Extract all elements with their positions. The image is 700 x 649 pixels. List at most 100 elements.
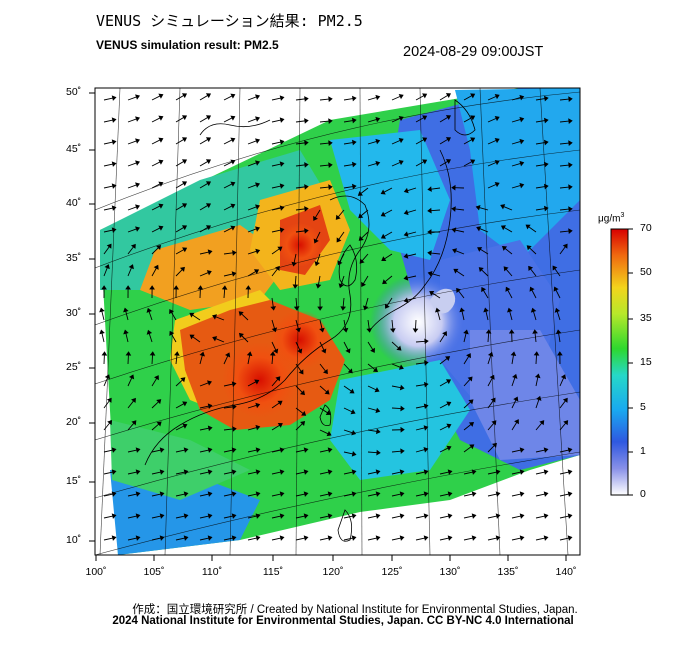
- wind-arrow-head: [399, 491, 405, 497]
- wind-arrow: [127, 118, 137, 123]
- wind-arrow: [103, 267, 108, 277]
- wind-arrow: [559, 471, 569, 475]
- wind-arrow: [175, 493, 185, 497]
- wind-arrow: [367, 515, 377, 519]
- wind-arrow-head: [385, 303, 390, 309]
- wind-arrow-head: [205, 159, 212, 165]
- wind-arrow: [481, 269, 489, 277]
- wind-arrow-head: [205, 181, 212, 187]
- wind-arrow-head: [327, 535, 333, 541]
- wind-arrow: [439, 381, 448, 387]
- wind-arrow: [343, 471, 353, 475]
- wind-arrow: [247, 471, 257, 475]
- wind-arrow-head: [205, 203, 212, 209]
- wind-arrow: [199, 471, 209, 475]
- wind-arrow-head: [508, 329, 515, 334]
- wind-arrow: [535, 515, 545, 519]
- lon-label-135: 135˚: [497, 566, 519, 578]
- wind-arrow: [175, 205, 184, 211]
- wind-arrow: [511, 97, 521, 101]
- wind-arrow: [127, 246, 134, 255]
- wind-arrow-head: [481, 287, 487, 293]
- wind-arrow: [535, 399, 540, 409]
- wind-arrow: [151, 449, 161, 453]
- wind-arrow-head: [274, 265, 280, 271]
- wind-arrow: [295, 449, 305, 453]
- wind-arrow-head: [543, 535, 549, 541]
- wind-arrow-head: [300, 420, 306, 426]
- wind-arrow: [559, 449, 569, 453]
- wind-arrow: [319, 471, 329, 475]
- wind-arrow-head: [490, 397, 496, 403]
- wind-arrow: [384, 275, 393, 283]
- wind-arrow: [487, 183, 497, 189]
- wind-arrow-head: [345, 348, 351, 354]
- wind-arrow: [559, 515, 569, 519]
- wind-arrow-head: [349, 388, 355, 394]
- wind-arrow-head: [567, 469, 573, 475]
- wind-arrow-head: [447, 469, 453, 475]
- wind-arrow: [294, 275, 297, 286]
- wind-arrow: [199, 139, 208, 145]
- wind-arrow: [360, 209, 369, 217]
- wind-arrow: [509, 311, 513, 321]
- wind-arrow-head: [328, 162, 333, 168]
- wind-arrow: [531, 289, 537, 299]
- wind-arrow-head: [485, 329, 492, 334]
- wind-arrow-head: [327, 491, 333, 497]
- wind-arrow-head: [552, 265, 558, 271]
- wind-arrow-head: [536, 395, 542, 401]
- wind-arrow: [151, 227, 161, 233]
- wind-arrow-head: [135, 491, 141, 497]
- wind-arrow: [391, 407, 402, 409]
- wind-arrow-head: [568, 140, 573, 146]
- wind-arrow: [271, 268, 278, 277]
- wind-arrow-head: [555, 329, 562, 335]
- lat-label-45: 45˚: [66, 143, 82, 155]
- wind-arrow: [241, 335, 249, 343]
- wind-arrow-head: [313, 238, 319, 244]
- wind-arrow: [463, 471, 473, 475]
- wind-arrow-head: [328, 184, 333, 190]
- wind-arrow: [535, 354, 537, 365]
- wind-arrow: [343, 385, 352, 392]
- wind-arrow-head: [154, 375, 159, 381]
- wind-arrow-head: [375, 94, 381, 101]
- wind-arrow-head: [232, 426, 237, 432]
- wind-arrow-head: [567, 447, 573, 453]
- wind-arrow-head: [562, 397, 568, 403]
- wind-arrow-head: [477, 247, 483, 252]
- wind-arrow: [103, 515, 113, 519]
- wind-arrow-head: [111, 447, 117, 453]
- wind-arrow-head: [246, 351, 253, 357]
- wind-arrow-head: [519, 94, 525, 101]
- wind-arrow: [295, 363, 302, 372]
- wind-arrow: [342, 297, 345, 308]
- wind-arrow-head: [553, 286, 559, 292]
- wind-arrow: [463, 537, 473, 541]
- wind-arrow: [103, 493, 113, 497]
- wind-arrow-head: [255, 469, 261, 475]
- wind-arrow-head: [495, 491, 501, 497]
- wind-arrow-head: [507, 307, 513, 313]
- wind-arrow: [271, 424, 280, 431]
- wind-arrow-head: [99, 307, 105, 313]
- wind-arrow: [319, 493, 329, 497]
- wind-arrow: [511, 515, 521, 519]
- wind-arrow: [383, 209, 393, 215]
- wind-arrow-head: [301, 410, 307, 416]
- wind-arrow: [432, 292, 441, 299]
- wind-arrow-head: [530, 307, 537, 313]
- wind-arrow-head: [205, 225, 212, 231]
- wind-arrow: [384, 253, 393, 260]
- wind-arrow: [361, 253, 369, 262]
- wind-arrow-head: [466, 353, 471, 359]
- wind-arrow-head: [403, 275, 409, 281]
- wind-arrow-head: [456, 287, 462, 293]
- wind-arrow: [482, 290, 489, 299]
- wind-arrow-head: [453, 268, 459, 274]
- wind-arrow: [367, 407, 377, 411]
- wind-arrow-head: [255, 94, 261, 100]
- wind-arrow: [407, 297, 417, 301]
- wind-arrow: [295, 186, 305, 189]
